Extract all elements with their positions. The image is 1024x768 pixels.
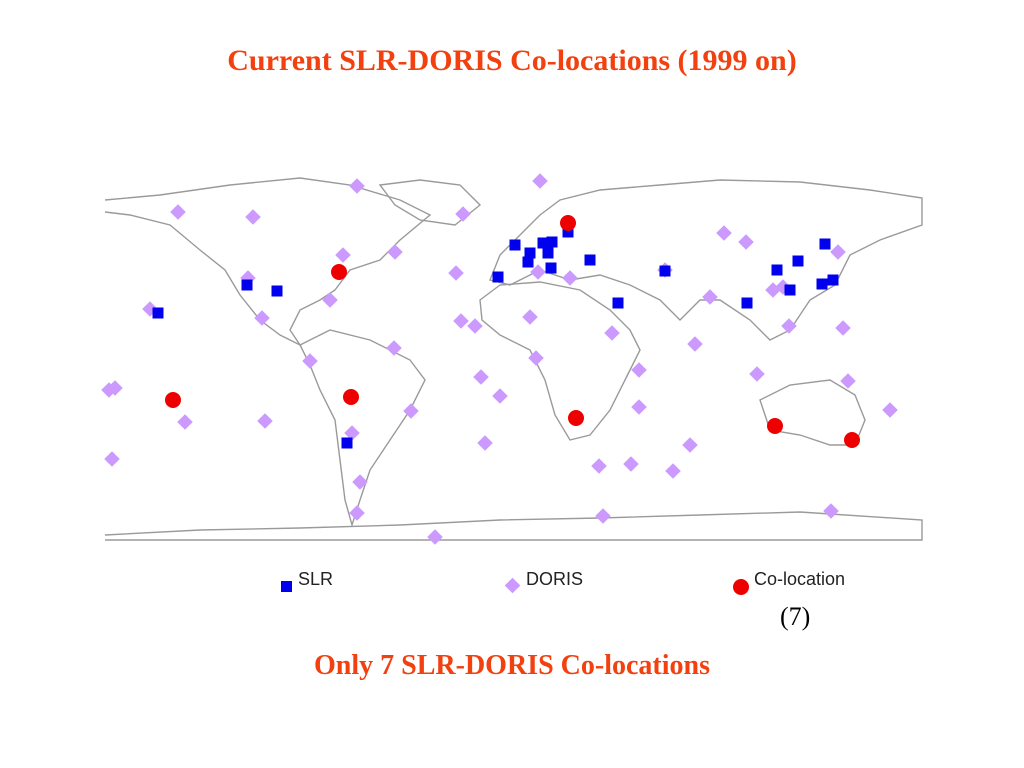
- doris-station: [349, 178, 365, 194]
- doris-station: [473, 369, 489, 385]
- doris-station: [631, 399, 647, 415]
- doris-station: [631, 362, 647, 378]
- doris-station: [562, 270, 578, 286]
- doris-station: [322, 292, 338, 308]
- slr-station: [562, 226, 574, 238]
- slr-station: [612, 297, 624, 309]
- slr-station: [492, 271, 504, 283]
- doris-station: [254, 310, 270, 326]
- slr-station: [152, 307, 164, 319]
- doris-station: [823, 503, 839, 519]
- doris-station: [386, 340, 402, 356]
- slr-station: [546, 236, 558, 248]
- slr-station: [659, 265, 671, 277]
- doris-station: [623, 456, 639, 472]
- doris-station: [170, 204, 186, 220]
- footer: Only 7 SLR-DORIS Co-locations: [314, 650, 710, 681]
- slr-station: [537, 237, 549, 249]
- slr-station: [524, 247, 536, 259]
- doris-station: [104, 451, 120, 467]
- doris-station: [455, 206, 471, 222]
- legend: SLR DORIS Co-location: [281, 569, 845, 595]
- doris-station: [781, 318, 797, 334]
- doris-station: [835, 320, 851, 336]
- doris-station: [427, 529, 443, 545]
- colocation-station: [343, 389, 359, 405]
- doris-station: [532, 173, 548, 189]
- count-note: (7): [780, 602, 811, 631]
- slr-station: [542, 247, 554, 259]
- legend-doris-symbol: [504, 577, 521, 594]
- doris-station: [604, 325, 620, 341]
- colocation-station: [568, 410, 584, 426]
- doris-station: [467, 318, 483, 334]
- slr-station: [509, 239, 521, 251]
- slr-station: [792, 255, 804, 267]
- doris-station: [492, 388, 508, 404]
- doris-station: [453, 313, 469, 329]
- colocation-station: [767, 418, 783, 434]
- doris-station: [477, 435, 493, 451]
- doris-station: [177, 414, 193, 430]
- legend-label: Co-location: [754, 569, 845, 589]
- slr-station: [819, 238, 831, 250]
- slr-station: [827, 274, 839, 286]
- slr-station: [522, 256, 534, 268]
- doris-station: [448, 265, 464, 281]
- colocation-station: [560, 215, 576, 231]
- legend-label: SLR: [298, 569, 333, 589]
- coastlines: [104, 177, 923, 541]
- legend-label: DORIS: [526, 569, 583, 589]
- slr-station: [584, 254, 596, 266]
- doris-station: [522, 309, 538, 325]
- doris-station: [840, 373, 856, 389]
- world-map: SLR DORIS Co-location: [101, 173, 923, 595]
- doris-station: [882, 402, 898, 418]
- doris-station: [702, 289, 718, 305]
- doris-station: [335, 247, 351, 263]
- slr-station: [271, 285, 283, 297]
- doris-station: [830, 244, 846, 260]
- doris-station: [749, 366, 765, 382]
- slr-station: [241, 279, 253, 291]
- slr-station: [545, 262, 557, 274]
- doris-station: [595, 508, 611, 524]
- legend-colocation-symbol: [733, 579, 749, 595]
- colocation-station: [331, 264, 347, 280]
- doris-station: [687, 336, 703, 352]
- colocation-station: [844, 432, 860, 448]
- doris-station: [665, 463, 681, 479]
- doris-station: [349, 505, 365, 521]
- legend-slr-symbol: [281, 581, 292, 592]
- doris-station: [591, 458, 607, 474]
- slr-station: [784, 284, 796, 296]
- title: Current SLR-DORIS Co-locations (1999 on): [227, 44, 797, 77]
- doris-station: [387, 244, 403, 260]
- doris-station: [245, 209, 261, 225]
- doris-station: [682, 437, 698, 453]
- stations: [101, 173, 898, 545]
- colocation-station: [165, 392, 181, 408]
- slr-station: [816, 278, 828, 290]
- doris-station: [716, 225, 732, 241]
- doris-station: [352, 474, 368, 490]
- slr-station: [341, 437, 353, 449]
- slr-station: [741, 297, 753, 309]
- doris-station: [257, 413, 273, 429]
- doris-station: [738, 234, 754, 250]
- slr-station: [771, 264, 783, 276]
